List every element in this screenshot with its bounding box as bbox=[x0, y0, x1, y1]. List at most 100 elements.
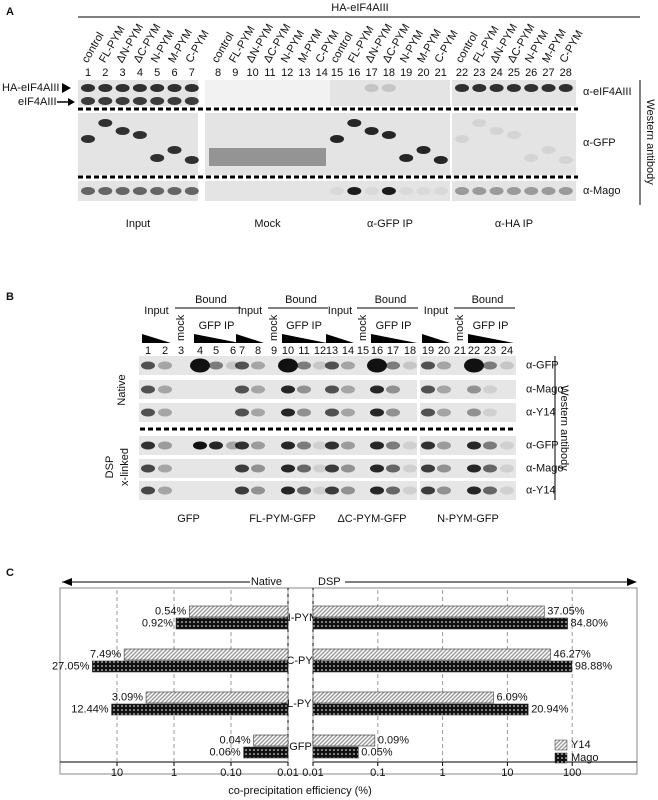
blot-band bbox=[364, 84, 379, 92]
side-label: Western antibody bbox=[558, 385, 570, 471]
blot-band bbox=[81, 84, 95, 92]
antibody-label: α-eIF4AIII bbox=[583, 86, 632, 98]
blot-band bbox=[158, 361, 172, 370]
side-label: Western antibody bbox=[644, 99, 656, 185]
blot-strip bbox=[139, 459, 238, 478]
blot-band bbox=[141, 486, 155, 495]
value-label: 27.05% bbox=[52, 660, 90, 672]
blot-band bbox=[278, 358, 298, 373]
lane-number: 27 bbox=[542, 67, 554, 79]
blot-band bbox=[524, 84, 539, 92]
blot-band bbox=[421, 441, 435, 450]
blot-band bbox=[524, 154, 539, 162]
arrow-head bbox=[627, 578, 637, 586]
blot-band bbox=[150, 154, 165, 162]
blot-band bbox=[455, 84, 469, 92]
blot-band bbox=[416, 146, 431, 154]
lane-number: 3 bbox=[178, 345, 184, 357]
mock-label: mock bbox=[357, 314, 369, 341]
blot-band bbox=[325, 385, 339, 394]
blot-band bbox=[115, 187, 130, 195]
ip-label: GFP IP bbox=[376, 320, 412, 332]
blot-band bbox=[297, 464, 311, 473]
bar bbox=[312, 703, 529, 716]
blot-band bbox=[341, 408, 355, 417]
antibody-label: α-Mago bbox=[526, 462, 564, 474]
bar bbox=[92, 660, 289, 673]
blot-band bbox=[341, 441, 355, 450]
lane-number: 11 bbox=[264, 67, 275, 79]
blot-band bbox=[167, 84, 182, 92]
lane-number: 3 bbox=[120, 67, 126, 79]
blot-band bbox=[341, 385, 355, 394]
blot-band bbox=[433, 187, 448, 195]
blot-band bbox=[386, 361, 400, 370]
blot-band bbox=[132, 187, 147, 195]
blot-band bbox=[158, 441, 172, 450]
x-tick-label: 1 bbox=[440, 767, 446, 779]
blot-strip bbox=[139, 481, 238, 500]
blot-band bbox=[455, 187, 469, 195]
blot-band bbox=[386, 464, 400, 473]
blot-band bbox=[364, 187, 379, 195]
bar bbox=[312, 660, 573, 673]
bound-label: Bound bbox=[195, 294, 227, 306]
blot-band bbox=[558, 84, 573, 92]
legend-label: Y14 bbox=[571, 739, 591, 751]
lane-number: 13 bbox=[298, 67, 310, 79]
blot-band bbox=[251, 464, 265, 473]
blot-band bbox=[381, 131, 396, 139]
blot-strip bbox=[139, 403, 238, 422]
blot-band bbox=[251, 441, 265, 450]
triangle-marker bbox=[62, 83, 71, 93]
x-tick-label: 0.1 bbox=[370, 767, 385, 779]
group-label: GFP bbox=[177, 513, 200, 525]
blot-band bbox=[347, 119, 362, 127]
blot-band bbox=[421, 486, 435, 495]
blot-band bbox=[325, 486, 339, 495]
blot-band bbox=[141, 361, 155, 370]
lane-number: 9 bbox=[232, 67, 238, 79]
lane-number: 21 bbox=[435, 67, 447, 79]
lane-number: 9 bbox=[271, 345, 277, 357]
blot-strip bbox=[139, 436, 238, 455]
x-axis-label: co-precipitation efficiency (%) bbox=[228, 785, 371, 797]
blot-band bbox=[209, 441, 223, 450]
blot-band bbox=[98, 187, 113, 195]
blot-band bbox=[141, 464, 155, 473]
blot-band bbox=[141, 408, 155, 417]
category-label: FL-PYM bbox=[280, 698, 320, 710]
blot-band bbox=[506, 131, 521, 139]
bar bbox=[312, 605, 545, 618]
x-tick-label: 0.01 bbox=[302, 767, 323, 779]
antibody-label: α-Mago bbox=[526, 383, 564, 395]
blot-strip bbox=[452, 181, 576, 201]
blot-band bbox=[313, 361, 327, 370]
blot-band bbox=[235, 441, 249, 450]
x-tick-label: 10 bbox=[501, 767, 513, 779]
chart-title: DSP bbox=[318, 576, 341, 588]
value-label: 0.09% bbox=[378, 734, 409, 746]
group-label: α-HA IP bbox=[495, 218, 533, 230]
blot-band bbox=[489, 187, 504, 195]
blot-band bbox=[184, 187, 199, 195]
blot-band bbox=[297, 486, 311, 495]
x-tick-label: 0.10 bbox=[220, 767, 241, 779]
antibody-label: α-Y14 bbox=[526, 484, 556, 496]
blot-band bbox=[367, 358, 387, 373]
blot-band bbox=[325, 441, 339, 450]
value-label: 0.04% bbox=[219, 734, 250, 746]
blot-band bbox=[281, 441, 295, 450]
condition-label: x-linked bbox=[119, 448, 131, 486]
blot-band bbox=[115, 97, 130, 105]
lane-number: 7 bbox=[189, 67, 195, 79]
bar bbox=[188, 605, 289, 618]
blot-smear bbox=[209, 148, 326, 166]
group-label: N-PYM-GFP bbox=[437, 513, 499, 525]
blot-band bbox=[370, 408, 384, 417]
lane-number: 1 bbox=[145, 345, 151, 357]
antibody-label: α-Y14 bbox=[526, 406, 556, 418]
blot-band bbox=[190, 358, 210, 373]
lane-number: 23 bbox=[484, 345, 496, 357]
blot-band bbox=[158, 486, 172, 495]
